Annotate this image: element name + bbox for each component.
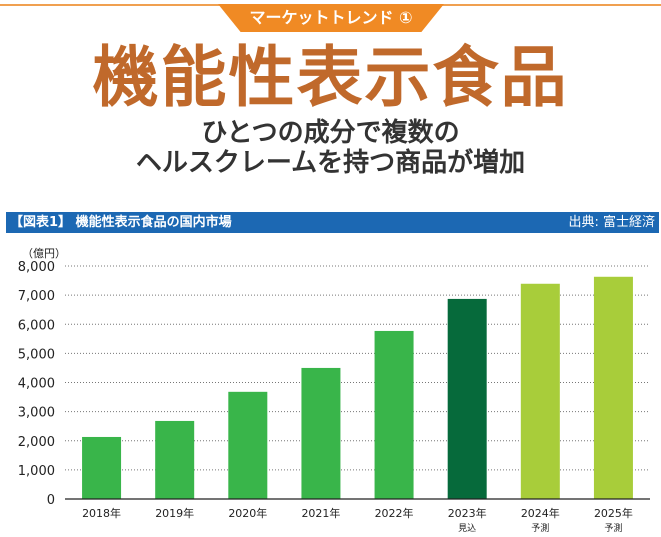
bar-2023年 bbox=[447, 298, 487, 499]
x-tick-label: 2023年 bbox=[448, 506, 487, 520]
bar-2020年 bbox=[228, 391, 268, 499]
figure-caption: 【図表1】 機能性表示食品の国内市場 bbox=[10, 215, 232, 230]
bar-2024年 bbox=[520, 283, 560, 499]
bar-2018年 bbox=[82, 436, 122, 499]
bar-2025年 bbox=[593, 276, 633, 499]
section-tab: マーケットトレンド ① bbox=[218, 4, 444, 32]
subtitle-line-1: ひとつの成分で複数の bbox=[201, 118, 460, 148]
y-tick-label: 5,000 bbox=[18, 347, 55, 362]
x-tick-note: 見込 bbox=[458, 523, 476, 534]
x-tick-label: 2025年 bbox=[594, 506, 633, 520]
x-tick-note: 予測 bbox=[531, 522, 549, 534]
x-tick-note: 予測 bbox=[604, 522, 622, 534]
y-tick-label: 3,000 bbox=[18, 406, 55, 421]
x-tick-label: 2019年 bbox=[155, 506, 194, 520]
y-tick-label: 8,000 bbox=[18, 260, 55, 275]
x-tick-label: 2020年 bbox=[228, 506, 267, 520]
x-tick-label: 2021年 bbox=[301, 506, 340, 520]
x-tick-label: 2018年 bbox=[82, 506, 121, 520]
bar-2021年 bbox=[301, 367, 341, 499]
bar-2019年 bbox=[155, 420, 195, 499]
y-axis-label: （億円） bbox=[22, 247, 66, 260]
y-tick-label: 1,000 bbox=[18, 464, 55, 479]
subtitle-line-2: ヘルスクレームを持つ商品が増加 bbox=[135, 148, 526, 178]
x-tick-label: 2022年 bbox=[375, 506, 414, 520]
x-tick-label: 2024年 bbox=[521, 506, 560, 520]
y-tick-label: 2,000 bbox=[18, 435, 55, 450]
y-tick-label: 4,000 bbox=[18, 377, 55, 392]
page-title: 機能性表示食品 bbox=[92, 39, 569, 116]
figure-header: 【図表1】 機能性表示食品の国内市場 出典: 富士経済 bbox=[6, 212, 659, 233]
y-tick-label: 7,000 bbox=[18, 289, 55, 304]
y-tick-label: 6,000 bbox=[18, 318, 55, 333]
y-tick-label: 0 bbox=[47, 493, 55, 508]
figure-source: 出典: 富士経済 bbox=[568, 215, 655, 230]
bar-2022年 bbox=[374, 330, 414, 499]
